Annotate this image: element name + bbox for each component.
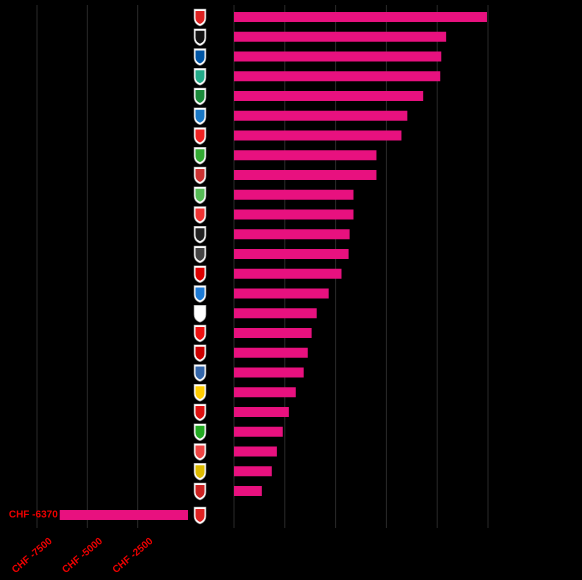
bar: [59, 510, 188, 520]
bar: [234, 110, 408, 121]
flag-icon: [195, 287, 205, 301]
flag-icon: [195, 425, 205, 439]
flag-icon: [195, 406, 205, 419]
x-tick-label: 12500: [474, 533, 502, 544]
flag-icon: [195, 366, 205, 380]
flag-icon: [195, 30, 205, 44]
bar: [234, 407, 289, 417]
bar: [234, 229, 350, 240]
x-tick-label: CHF -2500: [111, 536, 156, 576]
bar: [234, 466, 272, 477]
x-tick-label: 5000: [324, 533, 347, 544]
bar: [234, 51, 442, 62]
flag-icon: [195, 11, 205, 24]
x-tick-label: CHF -5000: [60, 536, 105, 576]
bar: [234, 268, 342, 279]
x-tick-label: 0: [231, 533, 237, 544]
x-tick-label: 7500: [375, 533, 398, 544]
value-label: CHF -6370: [9, 510, 58, 521]
flag-icon: [195, 307, 205, 321]
bar: [234, 387, 296, 398]
bar: [234, 150, 377, 161]
flag-icon: [195, 90, 205, 103]
flag-icon: [195, 509, 205, 522]
x-tick-label: CHF -7500: [10, 536, 55, 576]
flag-icon: [195, 70, 205, 84]
flag-icon: [195, 208, 205, 222]
bar: [234, 170, 377, 180]
flag-icon: [195, 327, 205, 340]
bar: [234, 189, 354, 200]
flag-icon: [195, 228, 205, 242]
flag-icon: [195, 109, 205, 123]
bar: [234, 209, 354, 220]
bar: [234, 249, 349, 259]
bar: [234, 12, 487, 22]
x-tick-label: 2500: [274, 533, 297, 544]
bar: [234, 31, 447, 42]
bar: [234, 446, 277, 457]
flag-icon: [195, 267, 205, 281]
flag-icon: [195, 129, 205, 143]
flag-icon: [195, 346, 205, 360]
flag-icon: [195, 445, 205, 459]
bar: [234, 486, 262, 496]
bar: [234, 426, 283, 437]
bar: [234, 328, 312, 338]
flag-icon: [195, 169, 205, 182]
bar: [234, 71, 441, 82]
bar: [234, 288, 329, 299]
flag-icon: [195, 485, 205, 498]
bar: [234, 347, 308, 358]
flag-icon: [195, 386, 205, 400]
flag-icon: [195, 248, 205, 261]
flag-icon: [195, 50, 205, 64]
flag-icon: [195, 188, 205, 202]
flag-icon: [195, 465, 205, 479]
bar: [234, 91, 424, 101]
bar: [234, 130, 402, 141]
x-tick-label: 10000: [423, 533, 451, 544]
bar: [234, 367, 304, 378]
flag-icon: [195, 149, 205, 163]
bar: [234, 308, 317, 319]
